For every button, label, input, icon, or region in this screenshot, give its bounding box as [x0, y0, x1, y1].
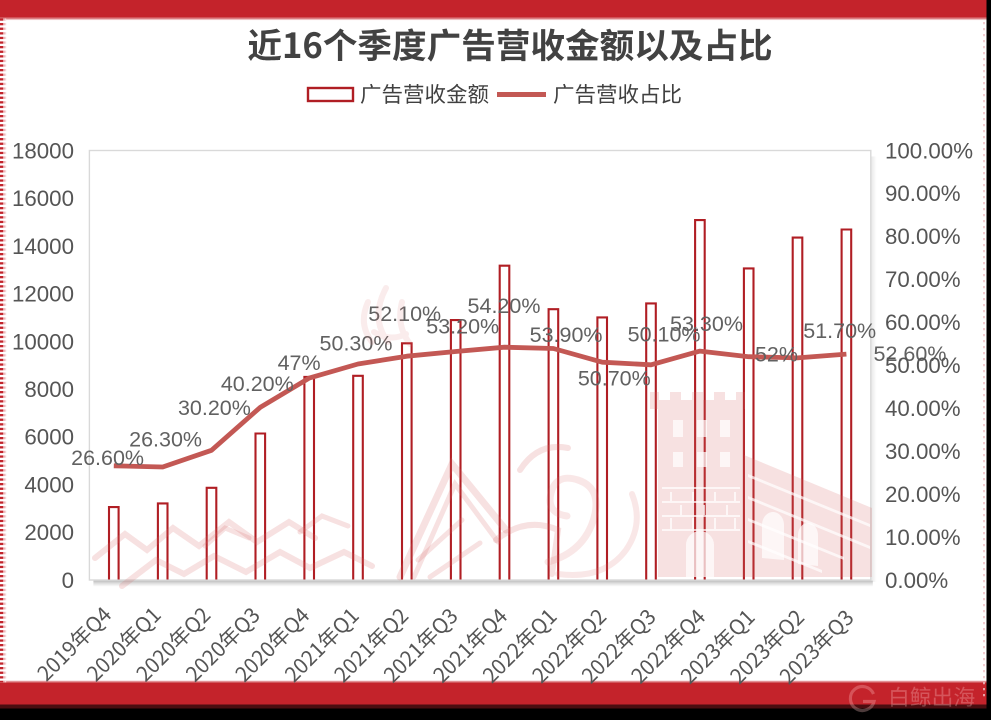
svg-text:16000: 16000 — [12, 186, 74, 211]
svg-text:2000: 2000 — [24, 520, 74, 545]
svg-text:40.20%: 40.20% — [221, 372, 294, 396]
svg-text:54.20%: 54.20% — [468, 294, 541, 318]
svg-text:70.00%: 70.00% — [885, 267, 961, 292]
svg-text:20.00%: 20.00% — [885, 482, 961, 507]
svg-text:80.00%: 80.00% — [885, 224, 961, 249]
svg-text:50.70%: 50.70% — [578, 366, 651, 390]
svg-text:53.90%: 53.90% — [530, 323, 603, 347]
svg-text:50.30%: 50.30% — [320, 331, 393, 355]
svg-text:4000: 4000 — [24, 473, 74, 498]
svg-text:26.60%: 26.60% — [71, 446, 144, 470]
svg-text:52%: 52% — [755, 342, 798, 366]
svg-text:10.00%: 10.00% — [885, 525, 961, 550]
svg-text:0: 0 — [62, 568, 74, 593]
svg-text:14000: 14000 — [12, 234, 74, 259]
svg-text:53.30%: 53.30% — [670, 312, 743, 336]
svg-text:51.70%: 51.70% — [803, 319, 876, 343]
svg-text:0.00%: 0.00% — [885, 568, 948, 593]
svg-text:30.20%: 30.20% — [178, 396, 251, 420]
svg-text:53.20%: 53.20% — [426, 315, 499, 339]
svg-text:8000: 8000 — [24, 377, 74, 402]
svg-text:100.00%: 100.00% — [885, 138, 973, 163]
svg-text:30.00%: 30.00% — [885, 439, 961, 464]
svg-text:40.00%: 40.00% — [885, 396, 961, 421]
svg-text:50.00%: 50.00% — [885, 353, 961, 378]
svg-text:47%: 47% — [278, 351, 321, 375]
svg-text:90.00%: 90.00% — [885, 181, 961, 206]
svg-text:26.30%: 26.30% — [129, 428, 202, 452]
svg-text:60.00%: 60.00% — [885, 310, 961, 335]
svg-text:52.60%: 52.60% — [874, 342, 947, 366]
svg-text:6000: 6000 — [24, 425, 74, 450]
svg-text:18000: 18000 — [12, 138, 74, 163]
svg-text:12000: 12000 — [12, 282, 74, 307]
svg-text:50.10%: 50.10% — [628, 323, 701, 347]
svg-text:10000: 10000 — [12, 329, 74, 354]
svg-text:52.10%: 52.10% — [368, 302, 441, 326]
